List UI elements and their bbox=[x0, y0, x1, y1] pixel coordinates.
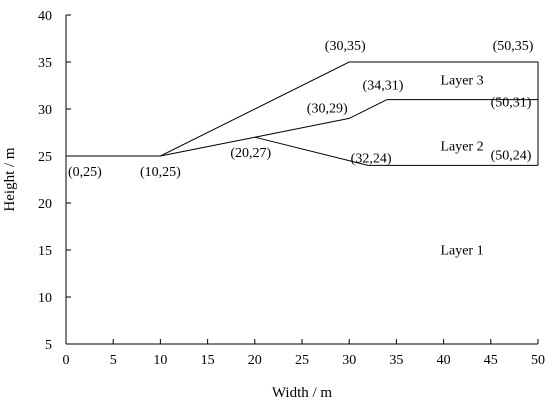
layer-label: Layer 3 bbox=[440, 74, 483, 89]
point-label: (50,31) bbox=[491, 96, 532, 111]
point-label: (34,31) bbox=[363, 79, 404, 94]
layer-label: Layer 2 bbox=[440, 139, 483, 154]
y-tick-label: 5 bbox=[45, 338, 52, 353]
x-tick-label: 15 bbox=[201, 353, 215, 368]
point-label: (0,25) bbox=[68, 165, 102, 180]
x-tick-label: 50 bbox=[531, 353, 545, 368]
x-tick-label: 35 bbox=[389, 353, 403, 368]
layer-boundaries bbox=[66, 61, 539, 166]
y-tick-label: 25 bbox=[38, 150, 52, 165]
x-axis-title: Width / m bbox=[272, 385, 333, 401]
point-label: (32,24) bbox=[351, 151, 392, 166]
y-tick-label: 35 bbox=[38, 56, 52, 71]
x-tick-label: 20 bbox=[248, 353, 262, 368]
x-tick-label: 30 bbox=[342, 353, 356, 368]
point-labels: (0,25) (10,25) (20,27) (30,29) (30,35) (34,31… bbox=[68, 39, 534, 180]
y-tick-label: 40 bbox=[38, 9, 52, 24]
x-tick-label: 25 bbox=[295, 353, 309, 368]
point-label: (50,24) bbox=[491, 148, 532, 163]
y-tick-label: 10 bbox=[38, 291, 52, 306]
layer3-base bbox=[160, 99, 538, 157]
point-label: (30,29) bbox=[307, 101, 348, 116]
x-tick-label: 10 bbox=[153, 353, 167, 368]
layer-label: Layer 1 bbox=[440, 244, 483, 259]
x-tick-label: 0 bbox=[63, 353, 70, 368]
x-tick-label: 5 bbox=[110, 353, 117, 368]
point-label: (50,35) bbox=[493, 39, 534, 54]
point-label: (10,25) bbox=[140, 165, 181, 180]
y-axis-title: Height / m bbox=[2, 147, 18, 211]
layer-labels: Layer 3 Layer 2 Layer 1 bbox=[440, 74, 483, 259]
ground-surface bbox=[66, 61, 538, 157]
y-tick-label: 20 bbox=[38, 197, 52, 212]
x-tick-label: 40 bbox=[437, 353, 451, 368]
layer2-base bbox=[254, 136, 538, 166]
y-tick-label: 30 bbox=[38, 103, 52, 118]
x-tick-label: 45 bbox=[484, 353, 498, 368]
point-label: (20,27) bbox=[230, 146, 271, 161]
y-tick-label: 15 bbox=[38, 244, 52, 259]
point-label: (30,35) bbox=[325, 39, 366, 54]
